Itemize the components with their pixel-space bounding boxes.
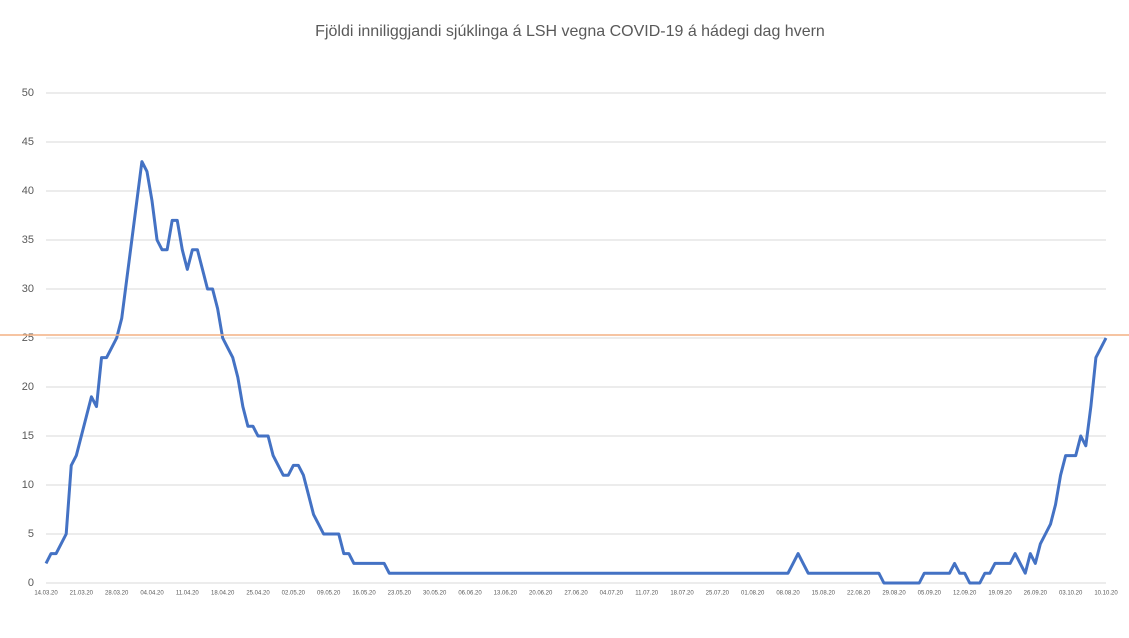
x-tick-label: 22.08.20 (847, 591, 871, 597)
x-tick-label: 13.06.20 (494, 591, 518, 597)
x-tick-label: 10.10.20 (1094, 591, 1118, 597)
y-tick-label: 20 (22, 381, 34, 393)
x-tick-label: 20.06.20 (529, 591, 553, 597)
x-tick-label: 21.03.20 (70, 591, 94, 597)
y-tick-label: 50 (22, 87, 34, 99)
x-tick-label: 29.08.20 (882, 591, 906, 597)
x-tick-label: 18.04.20 (211, 591, 235, 597)
x-tick-label: 05.09.20 (918, 591, 942, 597)
x-tick-label: 23.05.20 (388, 591, 412, 597)
y-tick-label: 10 (22, 479, 34, 491)
chart-title: Fjöldi inniliggjandi sjúklinga á LSH veg… (315, 23, 825, 40)
x-tick-label: 11.07.20 (635, 591, 659, 597)
x-tick-label: 06.06.20 (458, 591, 482, 597)
y-tick-label: 15 (22, 430, 34, 442)
x-tick-label: 19.09.20 (988, 591, 1012, 597)
x-tick-label: 15.08.20 (812, 591, 836, 597)
x-tick-label: 27.06.20 (564, 591, 588, 597)
x-tick-label: 26.09.20 (1024, 591, 1048, 597)
x-tick-label: 03.10.20 (1059, 591, 1083, 597)
y-tick-label: 0 (28, 577, 34, 589)
y-tick-label: 45 (22, 136, 34, 148)
data-line (44, 160, 1108, 585)
y-tick-label: 30 (22, 283, 34, 295)
y-tick-label: 5 (28, 528, 34, 540)
x-tick-label: 08.08.20 (776, 591, 800, 597)
x-tick-label: 04.07.20 (600, 591, 624, 597)
x-tick-label: 11.04.20 (176, 591, 200, 597)
x-tick-label: 14.03.20 (34, 591, 58, 597)
y-tick-label: 35 (22, 234, 34, 246)
x-tick-label: 30.05.20 (423, 591, 447, 597)
x-tick-label: 09.05.20 (317, 591, 341, 597)
x-tick-label: 04.04.20 (140, 591, 164, 597)
x-tick-label: 25.07.20 (706, 591, 730, 597)
x-tick-label: 16.05.20 (352, 591, 376, 597)
x-tick-label: 12.09.20 (953, 591, 977, 597)
x-tick-label: 18.07.20 (670, 591, 694, 597)
x-tick-label: 01.08.20 (741, 591, 765, 597)
y-tick-label: 25 (22, 332, 34, 344)
x-tick-label: 25.04.20 (246, 591, 270, 597)
x-tick-label: 02.05.20 (282, 591, 306, 597)
y-tick-label: 40 (22, 185, 34, 197)
x-tick-label: 28.03.20 (105, 591, 129, 597)
